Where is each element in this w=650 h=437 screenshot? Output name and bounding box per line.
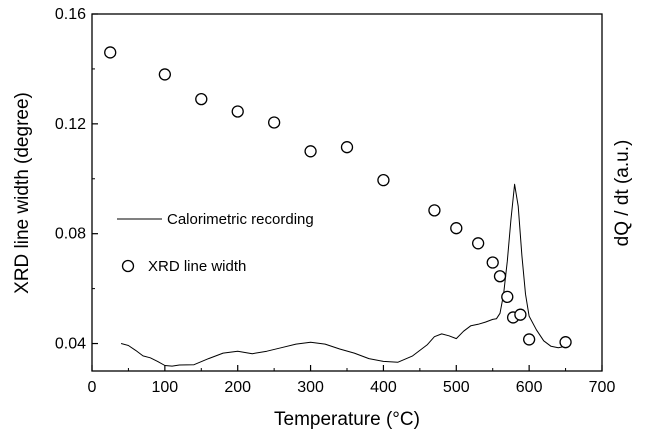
x-tick-label: 700 [589, 379, 616, 396]
xrd-point [493, 270, 507, 283]
y-tick-label: 0.08 [55, 226, 86, 243]
series-layer [104, 46, 572, 367]
x-axis-label: Temperature (°C) [274, 409, 420, 430]
x-tick-label: 500 [443, 379, 470, 396]
xrd-point [195, 92, 208, 106]
xrd-point [514, 308, 527, 321]
x-tick-label: 400 [370, 379, 397, 396]
xrd-point [501, 290, 514, 304]
xrd-point [267, 116, 281, 129]
legend-circle-swatch [121, 259, 135, 273]
calorimetric-curve [120, 183, 566, 367]
xrd-point [377, 173, 390, 187]
y-tick-label: 0.12 [55, 116, 86, 133]
legend-label-xrd: XRD line width [148, 258, 246, 275]
xrd-point [231, 105, 244, 118]
y2-axis-label: dQ / dt (a.u.) [612, 140, 633, 247]
y-tick-label: 0.04 [55, 336, 86, 353]
x-tick-label: 600 [516, 379, 543, 396]
legend: Calorimetric recording XRD line width [117, 211, 314, 275]
x-tick-label: 300 [297, 379, 324, 396]
xrd-point [471, 237, 485, 250]
xrd-point [522, 333, 536, 346]
xrd-point [428, 204, 441, 217]
xrd-point [158, 68, 172, 81]
y-axis-ticks: 0.04 0.08 0.12 0.16 [55, 6, 98, 353]
xrd-point [486, 256, 499, 269]
xrd-point [450, 222, 463, 235]
legend-label-calorimetric: Calorimetric recording [167, 211, 314, 228]
x-tick-label: 100 [152, 379, 179, 396]
x-axis-ticks: 0 100 200 300 400 500 600 700 [88, 365, 616, 396]
xrd-point [559, 336, 572, 349]
y-axis-label: XRD line width (degree) [12, 92, 33, 294]
x-tick-label: 0 [88, 379, 97, 396]
xrd-point [340, 141, 354, 154]
xrd-point [104, 46, 117, 59]
x-tick-label: 200 [224, 379, 251, 396]
y-tick-label: 0.16 [55, 6, 86, 23]
xrd-point [304, 145, 317, 158]
